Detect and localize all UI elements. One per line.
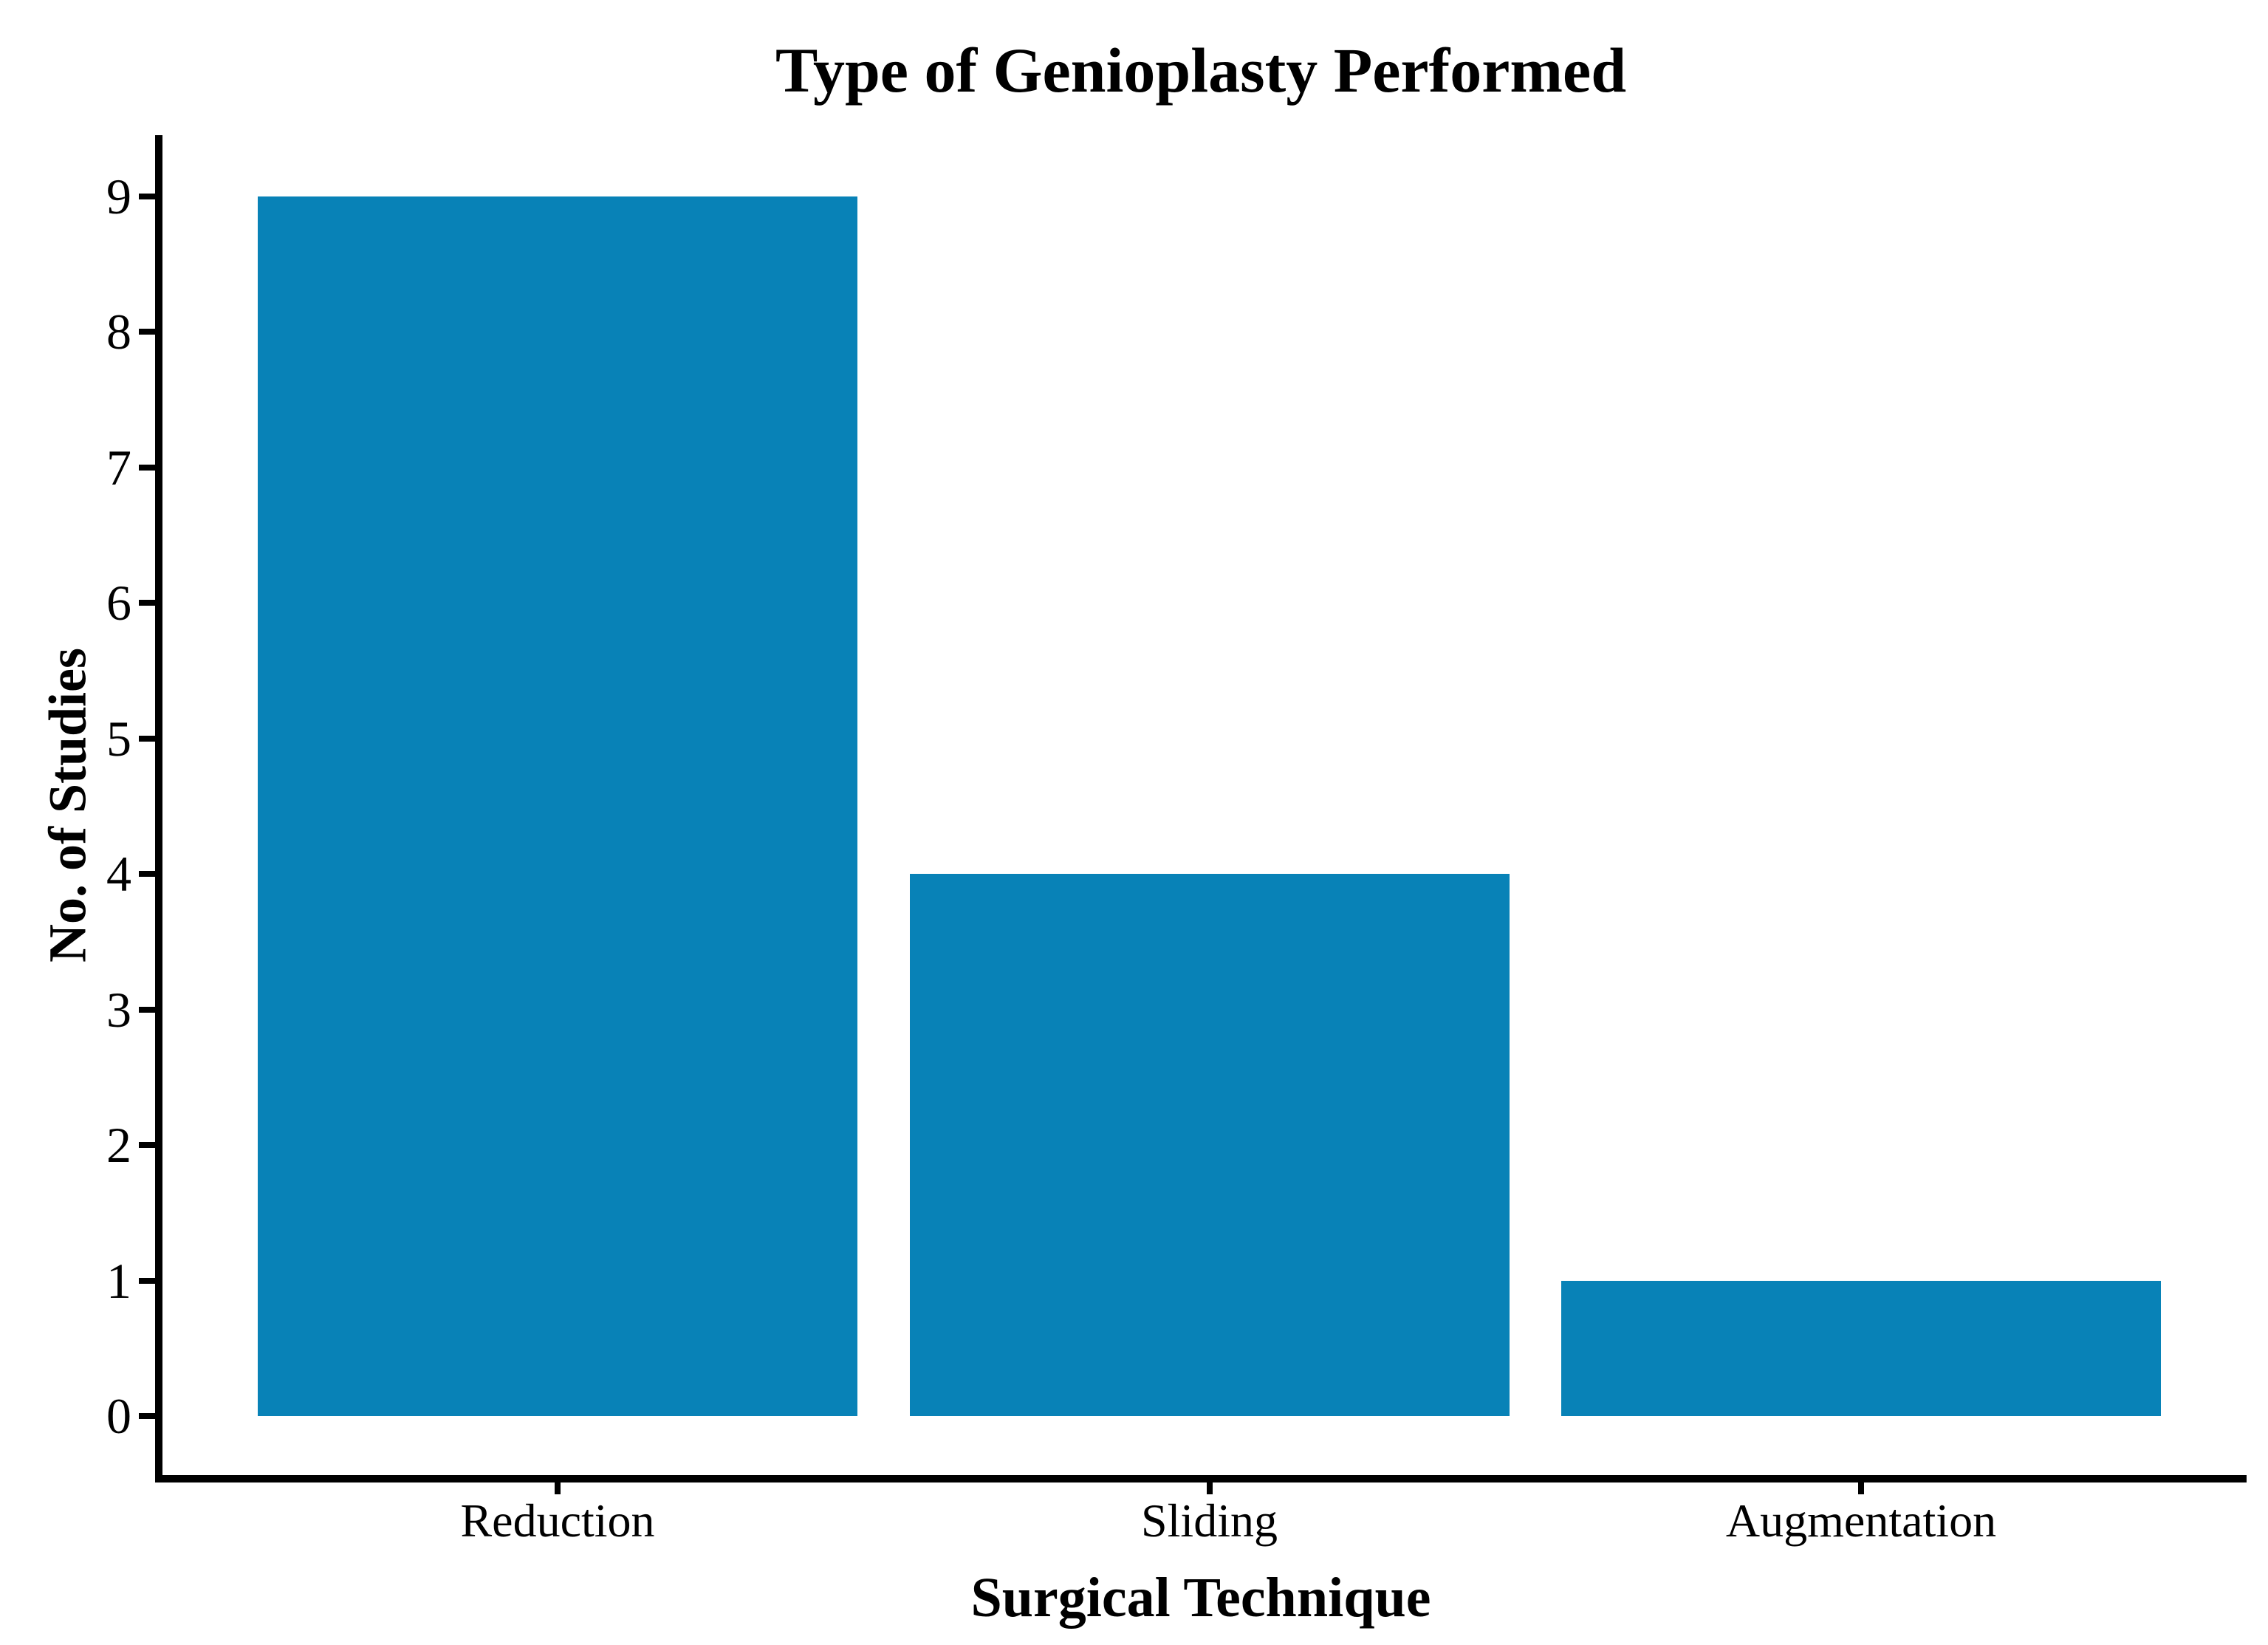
y-tick-label: 6	[106, 575, 131, 632]
y-tick-mark	[139, 1006, 155, 1013]
y-tick-label: 0	[106, 1388, 131, 1444]
x-tick-label-reduction: Reduction	[460, 1494, 655, 1547]
y-tick-label: 5	[106, 710, 131, 767]
x-tick-label-sliding: Sliding	[1141, 1494, 1278, 1547]
x-tick-mark	[1858, 1482, 1864, 1494]
y-tick-mark	[139, 194, 155, 200]
y-tick-label: 3	[106, 981, 131, 1038]
y-tick-mark	[139, 735, 155, 742]
y-tick-label: 7	[106, 439, 131, 496]
bar-reduction	[258, 196, 857, 1416]
y-tick-label: 1	[106, 1252, 131, 1309]
x-tick-mark	[1206, 1482, 1213, 1494]
y-tick-mark	[139, 329, 155, 335]
y-tick-mark	[139, 600, 155, 606]
y-tick-mark	[139, 1277, 155, 1284]
y-tick-label: 9	[106, 168, 131, 225]
bar-sliding	[909, 874, 1510, 1416]
y-tick-mark	[139, 871, 155, 878]
y-tick-mark	[139, 464, 155, 471]
y-tick-label: 8	[106, 304, 131, 360]
bar-augmentation	[1561, 1280, 2161, 1416]
y-tick-label: 4	[106, 846, 131, 903]
x-axis-label: Surgical Technique	[970, 1567, 1431, 1629]
y-tick-mark	[139, 1413, 155, 1419]
x-tick-mark	[555, 1482, 561, 1494]
y-tick-mark	[139, 1142, 155, 1149]
x-tick-label-augmentation: Augmentation	[1725, 1494, 1997, 1547]
chart-title: Type of Genioplasty Performed	[775, 35, 1627, 106]
plot-area	[155, 135, 2247, 1482]
y-tick-label: 2	[106, 1117, 131, 1174]
